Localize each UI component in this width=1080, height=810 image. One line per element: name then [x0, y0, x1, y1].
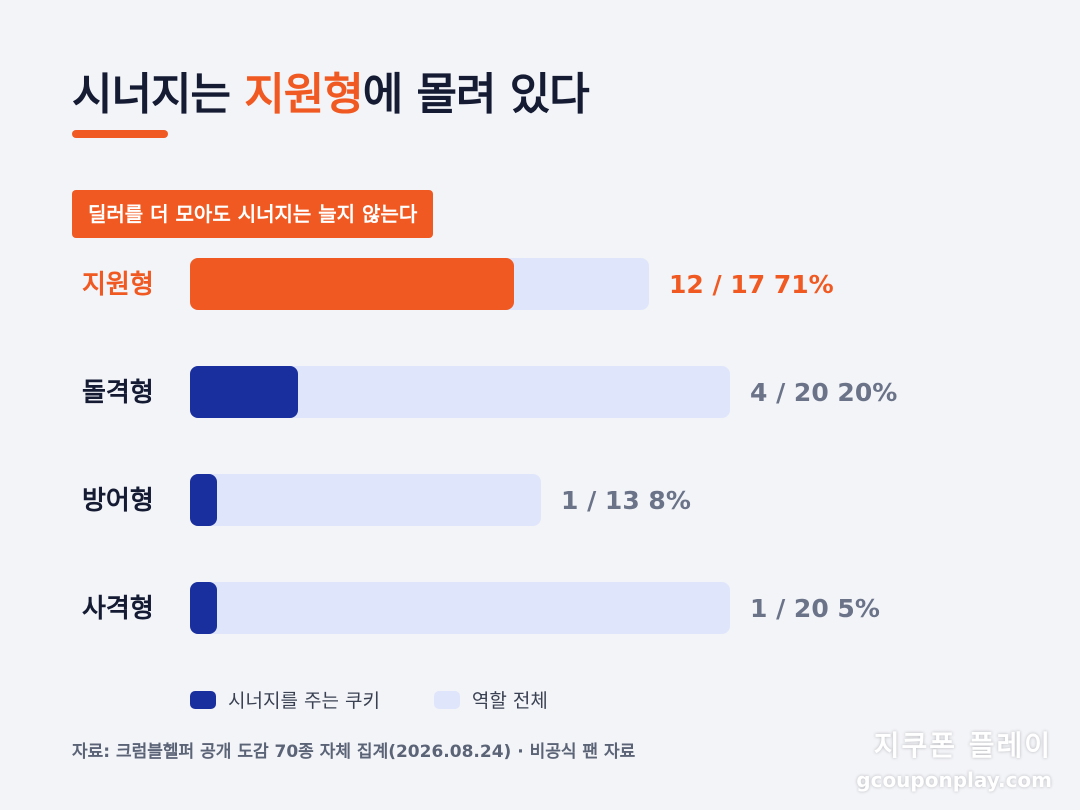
subtitle-badge: 딜러를 더 모아도 시너지는 늘지 않는다 — [72, 190, 434, 238]
legend-label-total: 역할 전체 — [471, 690, 548, 712]
bar-chart: 지원형 12 / 17 71% 돌격형 4 / 20 20% 방어형 1 / 13 8% 사… — [82, 258, 897, 634]
value-label: 4 / 20 20% — [750, 378, 897, 407]
bar-total — [190, 366, 730, 418]
title-before: 시너지는 — [72, 69, 245, 120]
bar-synergy — [190, 258, 514, 310]
watermark-name: 지쿠폰 플레이 — [873, 729, 1052, 762]
title-highlight: 지원형 — [244, 69, 363, 120]
watermark-url: gcouponplay.com — [856, 768, 1052, 792]
value-label: 1 / 13 8% — [561, 486, 691, 515]
value-label: 12 / 17 71% — [669, 270, 834, 299]
bar-total — [190, 474, 541, 526]
source-note: 자료: 크럼블헬퍼 공개 도감 70종 자체 집계(2026.08.24) · … — [72, 742, 636, 762]
bar-synergy — [190, 474, 217, 526]
legend: 시너지를 주는 쿠키 역할 전체 — [190, 686, 588, 713]
title-underline — [72, 130, 168, 138]
category-label: 지원형 — [82, 270, 154, 300]
value-label: 1 / 20 5% — [750, 594, 880, 623]
category-label: 사격형 — [82, 594, 154, 624]
bar-total — [190, 582, 730, 634]
bar-synergy — [190, 366, 298, 418]
watermark: 지쿠폰 플레이 gcouponplay.com — [856, 724, 1052, 792]
legend-item-total: 역할 전체 — [433, 686, 548, 713]
title-after: 에 몰려 있다 — [362, 69, 590, 120]
bar-synergy — [190, 582, 217, 634]
legend-swatch-total — [433, 690, 460, 709]
legend-label-synergy: 시너지를 주는 쿠키 — [228, 690, 380, 712]
category-label: 돌격형 — [82, 378, 154, 408]
page-title: 시너지는 지원형에 몰려 있다 — [72, 58, 590, 122]
legend-item-synergy: 시너지를 주는 쿠키 — [190, 686, 380, 713]
category-label: 방어형 — [82, 486, 154, 516]
legend-swatch-synergy — [190, 690, 216, 709]
